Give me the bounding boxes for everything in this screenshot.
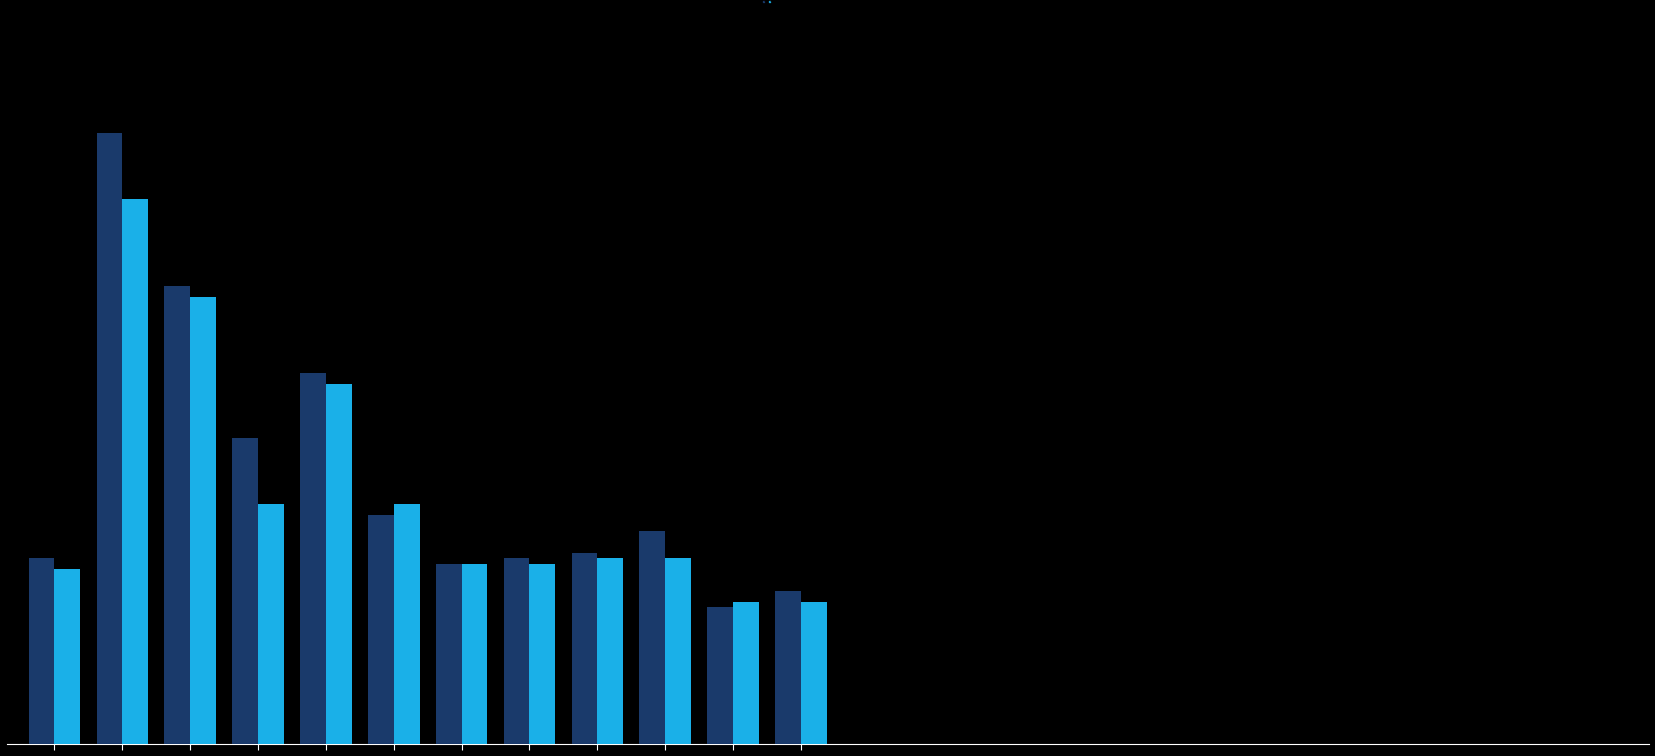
Bar: [326, 384, 351, 743]
Bar: [597, 558, 622, 743]
Bar: [639, 531, 665, 743]
Bar: [665, 558, 690, 743]
Bar: [394, 503, 419, 743]
Bar: [435, 564, 462, 743]
Bar: [571, 553, 597, 743]
Bar: [232, 438, 258, 743]
Bar: [801, 602, 826, 743]
Bar: [503, 558, 530, 743]
Bar: [733, 602, 758, 743]
Bar: [530, 564, 554, 743]
Bar: [164, 286, 190, 743]
Bar: [300, 373, 326, 743]
Bar: [462, 564, 487, 743]
Bar: [28, 558, 55, 743]
Bar: [96, 133, 122, 743]
Legend: 2015, 2014: 2015, 2014: [763, 1, 773, 2]
Bar: [258, 503, 283, 743]
Bar: [775, 591, 801, 743]
Bar: [367, 515, 394, 743]
Bar: [190, 297, 215, 743]
Bar: [707, 607, 733, 743]
Bar: [122, 199, 147, 743]
Bar: [55, 569, 79, 743]
